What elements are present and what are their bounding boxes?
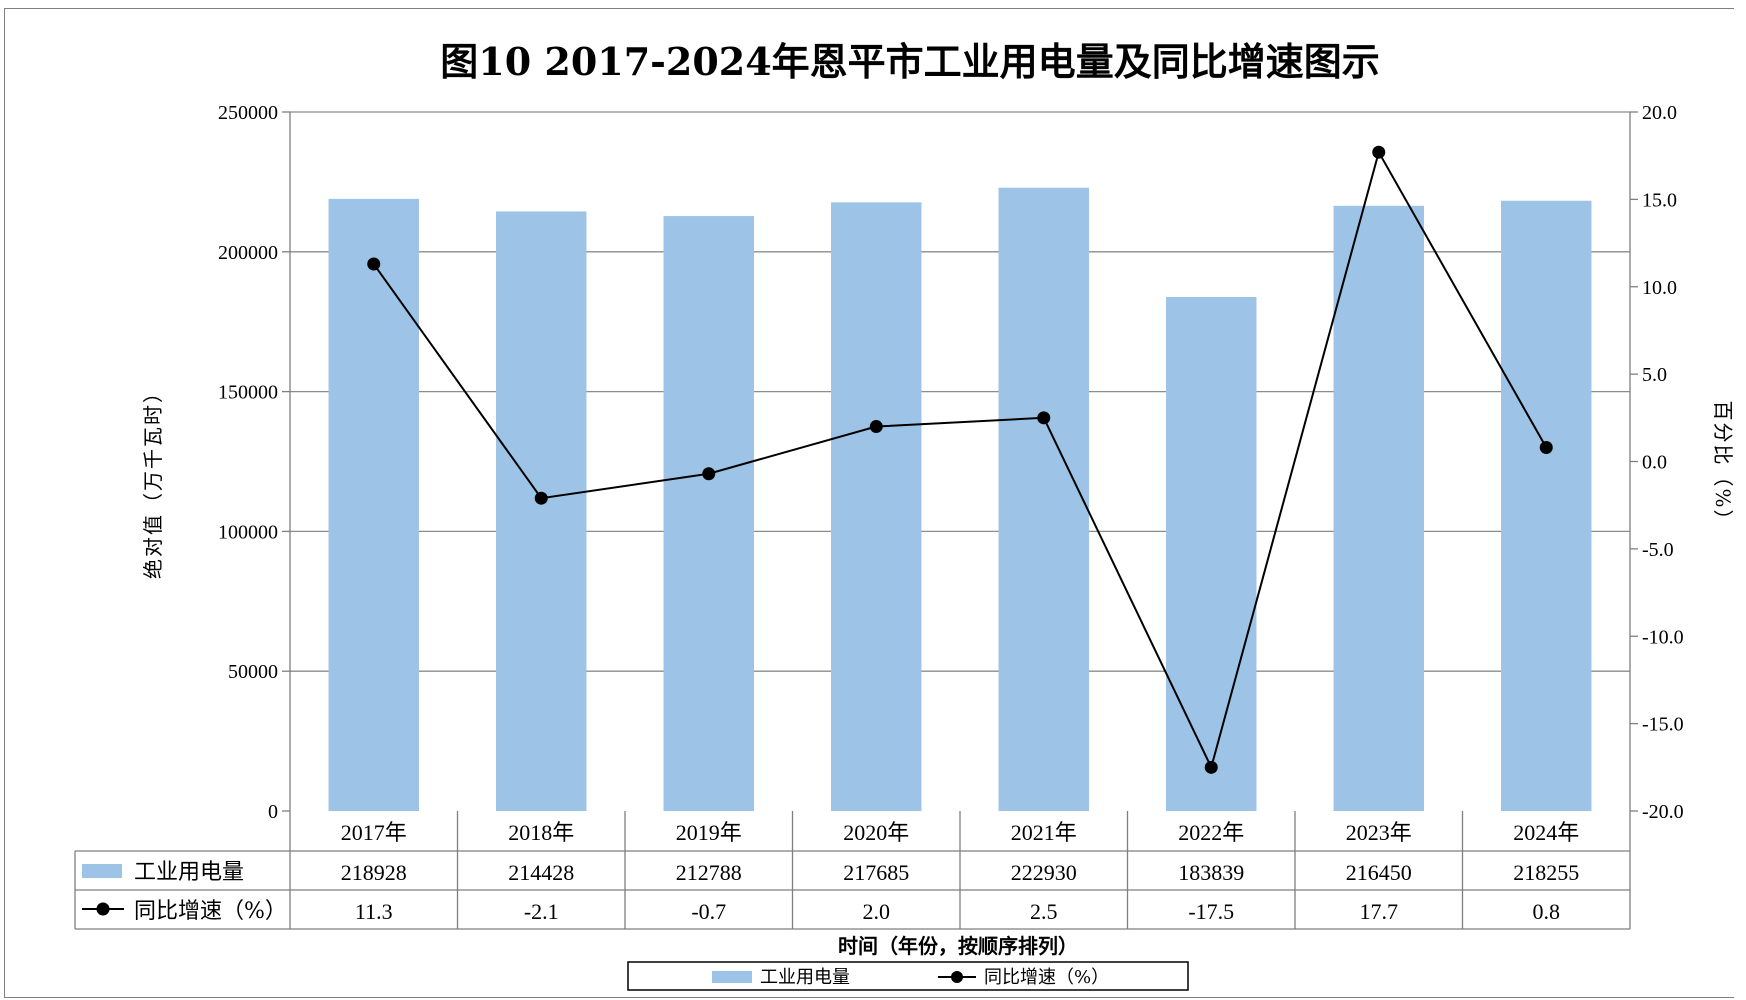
table-cell-power: 218928 <box>341 860 407 885</box>
table-cell-growth: 2.5 <box>1030 899 1058 924</box>
bar-2018年 <box>496 211 587 812</box>
table-cell-power: 218255 <box>1513 860 1579 885</box>
y-tick-label: 200000 <box>218 242 278 264</box>
table-cell-growth: 2.0 <box>863 899 891 924</box>
y2-tick-label: -10.0 <box>1642 626 1684 648</box>
axes <box>289 112 1631 811</box>
legend: 工业用电量 同比增速（%） <box>627 961 1189 991</box>
x-axis-title: 时间（年份，按顺序排列） <box>838 934 1078 958</box>
y2-tick-label: -5.0 <box>1642 539 1674 561</box>
bar-2022年 <box>1166 296 1257 811</box>
bar-2017年 <box>328 198 419 811</box>
x-tick-label: 2020年 <box>843 820 909 845</box>
y2-tick-label: 15.0 <box>1642 189 1677 211</box>
y-tick-label: 100000 <box>218 521 278 543</box>
x-tick-label: 2022年 <box>1178 820 1244 845</box>
table-cell-power: 212788 <box>676 860 742 885</box>
y2-tick-label: -20.0 <box>1642 801 1684 823</box>
table-cell-power: 183839 <box>1178 860 1244 885</box>
growth-point-2019年 <box>702 467 716 481</box>
y-tick-label: 50000 <box>228 661 278 683</box>
y-tick-label: 250000 <box>218 102 278 124</box>
growth-point-2020年 <box>869 420 883 434</box>
table-cell-power: 222930 <box>1011 860 1077 885</box>
x-tick-label: 2023年 <box>1346 820 1412 845</box>
growth-point-2018年 <box>534 491 548 505</box>
y2-axis-title: 百分比（%） <box>1711 400 1735 531</box>
y2-tick-label: 10.0 <box>1642 277 1677 299</box>
legend-line-marker <box>951 971 963 983</box>
legend-bar-label: 工业用电量 <box>760 967 850 988</box>
table-row-swatch-bar <box>82 864 122 878</box>
x-tick-label: 2019年 <box>676 820 742 845</box>
table-row-swatch-marker <box>96 902 110 916</box>
y2-tick-label: -15.0 <box>1642 714 1684 736</box>
chart-title: 图10 2017-2024年恩平市工业用电量及同比增速图示 <box>440 39 1379 84</box>
table-cell-growth: -17.5 <box>1188 899 1234 924</box>
table-row-label-growth: 同比增速（%） <box>134 899 287 924</box>
table-row-label-power: 工业用电量 <box>134 860 244 885</box>
bar-2021年 <box>998 187 1089 811</box>
table-cell-growth: -0.7 <box>691 899 726 924</box>
x-tick-label: 2024年 <box>1513 820 1579 845</box>
bar-2024年 <box>1501 200 1592 811</box>
growth-point-2017年 <box>367 257 381 271</box>
growth-point-2023年 <box>1372 145 1386 159</box>
chart-frame <box>4 8 1734 998</box>
y2-tick-label: 0.0 <box>1642 452 1667 474</box>
bar-2019年 <box>663 216 754 812</box>
growth-line <box>372 149 1548 771</box>
legend-line-label: 同比增速（%） <box>984 967 1109 988</box>
data-table: 2017年 218928 11.3 2018年 214428 -2.1 2019年 21278… <box>74 811 1631 930</box>
bar-2020年 <box>831 202 922 812</box>
x-tick-label: 2018年 <box>508 820 574 845</box>
table-cell-power: 217685 <box>843 860 909 885</box>
y-axis-title: 绝对值（万千瓦时） <box>141 381 165 579</box>
growth-point-2021年 <box>1037 411 1051 425</box>
table-cell-growth: 0.8 <box>1533 899 1561 924</box>
right-axis-ticks: -20.0 -15.0 -10.0 -5.0 0.0 5.0 10.0 15.0 20.0 <box>1630 102 1684 823</box>
x-tick-label: 2021年 <box>1011 820 1077 845</box>
y-tick-label: 0 <box>268 801 278 823</box>
table-cell-growth: 11.3 <box>355 899 393 924</box>
left-axis-ticks: 0 50000 100000 150000 200000 250000 <box>218 102 290 823</box>
growth-point-2022年 <box>1204 760 1218 774</box>
table-cell-growth: 17.7 <box>1360 899 1399 924</box>
bar-series <box>328 187 1592 812</box>
table-cell-growth: -2.1 <box>524 899 559 924</box>
legend-bar-swatch <box>712 971 752 983</box>
bar-2023年 <box>1333 205 1424 812</box>
table-cell-power: 214428 <box>508 860 574 885</box>
y2-tick-label: 20.0 <box>1642 102 1677 124</box>
y2-tick-label: 5.0 <box>1642 364 1667 386</box>
x-tick-label: 2017年 <box>341 820 407 845</box>
y-tick-label: 150000 <box>218 382 278 404</box>
growth-point-2024年 <box>1539 441 1553 455</box>
table-cell-power: 216450 <box>1346 860 1412 885</box>
gridlines <box>290 111 1630 672</box>
line-series <box>367 145 1553 774</box>
